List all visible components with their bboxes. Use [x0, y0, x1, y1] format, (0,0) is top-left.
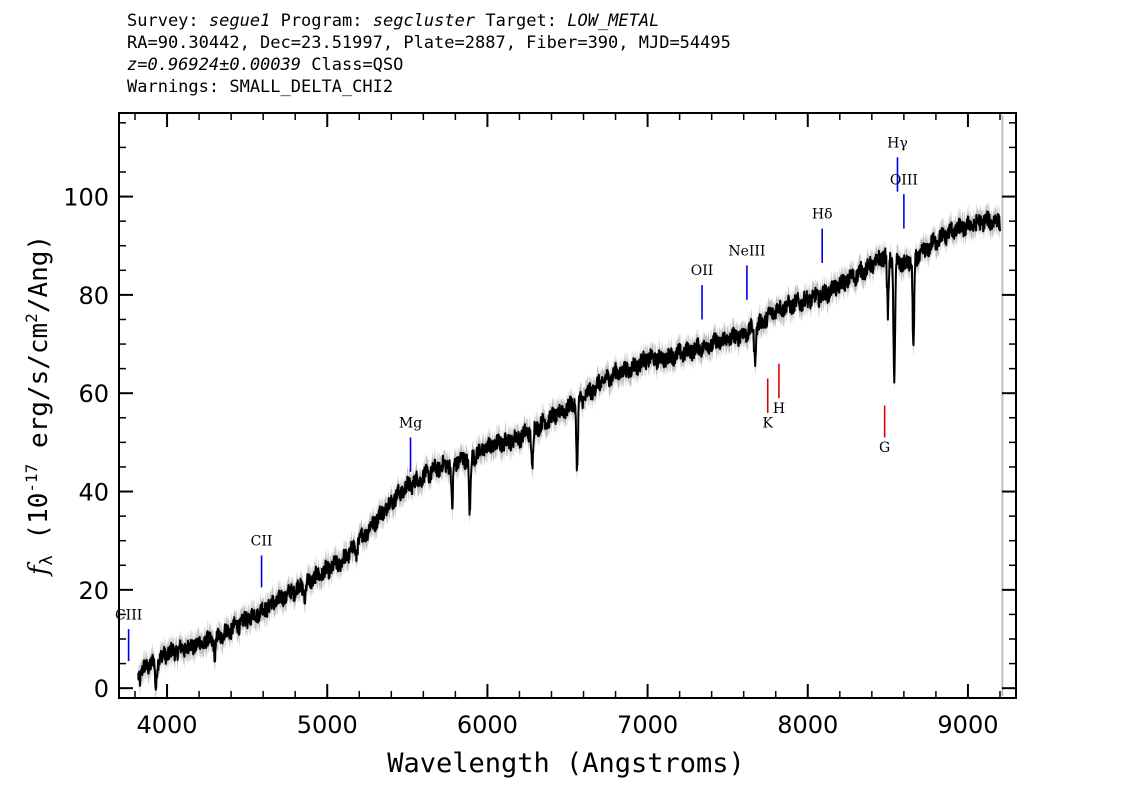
target-value: LOW_METAL [567, 11, 660, 31]
y-label-units: erg/s/cm [24, 323, 54, 464]
spectral-line-label: OII [691, 263, 714, 279]
y-axis-label: fλ (10-17 erg/s/cm2/Ang) [22, 235, 57, 577]
spectrum-line [137, 210, 1001, 691]
y-label-lambda: λ [37, 555, 57, 565]
program-label: Program: [280, 11, 363, 31]
axis-layer: 4000 5000 6000 7000 8000 9000 0 20 40 60 80 100 [63, 113, 1016, 739]
spectral-line-label: CIII [115, 607, 142, 623]
x-tick-label: 4000 [137, 711, 198, 739]
y-label-exponent2: 2 [22, 313, 41, 323]
class-text: Class=QSO [311, 55, 404, 75]
x-axis-label: Wavelength (Angstroms) [387, 748, 745, 779]
y-tick-label: 100 [63, 184, 109, 212]
spectral-line-label: Hγ [887, 135, 908, 151]
spectral-line-label: G [879, 440, 890, 456]
target-label: Target: [485, 11, 557, 31]
spectral-line-label: CII [251, 534, 273, 550]
plot-frame [118, 112, 1017, 699]
header-redshift-line: z=0.96924±0.00039 Class=QSO [127, 54, 731, 76]
x-tick-label: 9000 [937, 711, 998, 739]
y-tick-label: 0 [94, 675, 109, 703]
spectral-line-label: H [773, 401, 785, 417]
error-band [138, 200, 1000, 698]
header-survey-line: Survey: segue1 Program: segcluster Targe… [127, 10, 731, 32]
y-label-exponent: -17 [22, 464, 41, 493]
x-tick-label: 5000 [297, 711, 358, 739]
program-value: segcluster [372, 11, 476, 31]
spectrum-header: Survey: segue1 Program: segcluster Targe… [127, 10, 731, 98]
line-marker-layer: CIII CII Mg OII NeIII Hδ Hγ OIII KH G [115, 135, 918, 662]
spectral-line-label: OIII [890, 172, 918, 188]
y-label-open: (10 [24, 493, 54, 556]
y-label-end: /Ang) [24, 235, 54, 313]
redshift-value: z=0.96924±0.00039 [127, 55, 301, 75]
x-tick-label: 8000 [777, 711, 838, 739]
y-tick-label: 60 [78, 380, 109, 408]
y-tick-label: 40 [78, 479, 109, 507]
x-tick-label: 6000 [457, 711, 518, 739]
survey-label: Survey: [127, 11, 199, 31]
y-tick-label: 20 [78, 577, 109, 605]
spectrum-line-layer [137, 210, 1001, 691]
survey-value: segue1 [208, 11, 271, 31]
header-warnings-line: Warnings: SMALL_DELTA_CHI2 [127, 77, 394, 97]
spectral-line-label: K [762, 416, 773, 432]
spectral-line-label: Hδ [812, 207, 833, 223]
header-coords-line: RA=90.30442, Dec=23.51997, Plate=2887, F… [127, 33, 731, 53]
x-tick-label: 7000 [617, 711, 678, 739]
error-band-layer [138, 115, 1004, 698]
y-tick-label: 80 [78, 282, 109, 310]
spectral-line-label: Mg [399, 416, 422, 432]
spectral-line-label: NeIII [728, 244, 765, 260]
